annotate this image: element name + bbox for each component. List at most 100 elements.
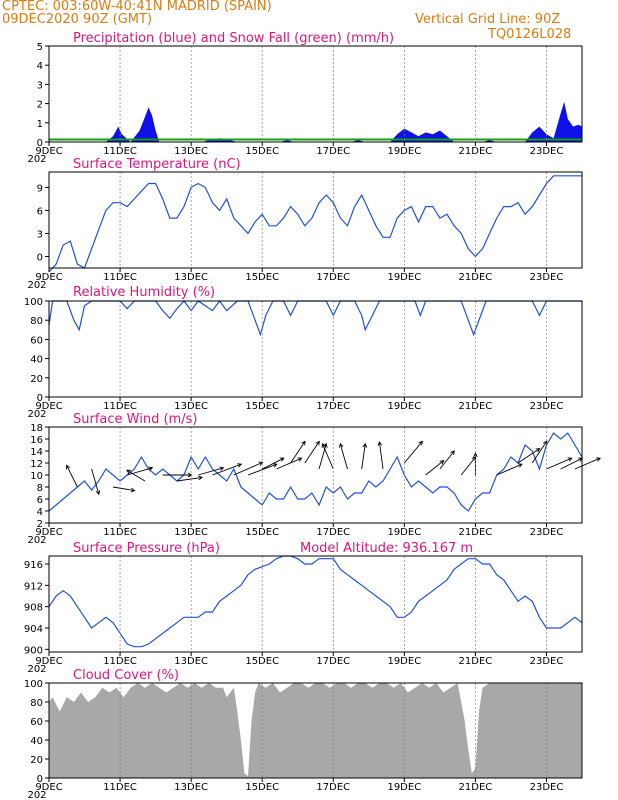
- wind-arrow: [546, 457, 572, 470]
- wind-arrowhead: [517, 463, 523, 468]
- wind-arrowhead: [148, 466, 154, 471]
- y-tick-label: 80: [30, 316, 43, 327]
- precip-series: [49, 101, 582, 142]
- x-year-stub: 202: [27, 535, 46, 546]
- panel-title: Relative Humidity (%): [73, 285, 215, 300]
- wind-arrowhead: [418, 440, 423, 446]
- panel-frame: [48, 45, 583, 143]
- x-tick-label: 13DEC: [174, 272, 208, 283]
- x-tick-label: 13DEC: [174, 401, 208, 412]
- model-altitude-label: Model Altitude: 936.167 m: [300, 541, 473, 556]
- y-tick-label: 8: [37, 483, 43, 494]
- panel-frame: [48, 555, 583, 653]
- panel-frame: [48, 426, 583, 524]
- x-tick-label: 19DEC: [387, 146, 421, 157]
- panel-title: Surface Temperature (nC): [73, 157, 241, 172]
- x-tick-label: 21DEC: [459, 782, 493, 793]
- panel-title: Surface Wind (m/s): [73, 412, 197, 427]
- wind-arrow: [198, 467, 224, 476]
- wind-arrowhead: [450, 450, 455, 456]
- wind-arrow: [127, 467, 153, 476]
- x-year-stub: 202: [27, 664, 46, 675]
- y-tick-label: 100: [24, 679, 43, 690]
- wind-arrow: [361, 443, 366, 470]
- wind-arrow: [322, 443, 334, 470]
- y-tick-label: 12: [30, 459, 43, 470]
- x-tick-label: 17DEC: [316, 527, 350, 538]
- panel-title: Surface Pressure (hPa): [73, 541, 220, 556]
- wind-arrow: [339, 443, 348, 470]
- x-tick-label: 17DEC: [316, 656, 350, 667]
- panel-frame: [48, 171, 583, 269]
- wind-arrow: [290, 441, 306, 464]
- y-tick-label: 18: [30, 423, 43, 434]
- wind-arrow: [378, 441, 384, 470]
- wind-arrowhead: [279, 457, 285, 462]
- y-tick-label: 60: [30, 717, 43, 728]
- x-tick-label: 21DEC: [459, 146, 493, 157]
- wind-arrow: [261, 457, 285, 470]
- header-run-time: 09DEC2020 90Z (GMT): [2, 12, 153, 27]
- x-tick-label: 15DEC: [245, 401, 279, 412]
- y-tick-label: 0: [37, 252, 43, 263]
- x-tick-label: 17DEC: [316, 401, 350, 412]
- wind-arrowhead: [95, 490, 101, 496]
- y-tick-label: 16: [30, 435, 43, 446]
- wind-arrowhead: [198, 475, 204, 481]
- wind-arrowhead: [315, 440, 320, 446]
- panel-frame: [48, 300, 583, 398]
- y-tick-label: 1: [37, 119, 43, 130]
- line-series: [48, 432, 583, 512]
- wind-arrowhead: [338, 442, 344, 448]
- x-tick-label: 9DEC: [35, 527, 62, 538]
- x-tick-label: 23DEC: [530, 782, 564, 793]
- y-tick-label: 100: [24, 297, 43, 308]
- y-tick-label: 3: [37, 80, 43, 91]
- header-station: CPTEC: 003:60W-40:41N MADRID (SPAIN): [2, 0, 272, 14]
- wind-arrow: [112, 486, 135, 492]
- x-year-stub: 202: [27, 280, 46, 291]
- x-tick-label: 17DEC: [316, 146, 350, 157]
- x-tick-label: 11DEC: [103, 527, 137, 538]
- y-tick-label: 10: [30, 471, 43, 482]
- y-tick-label: 5: [37, 42, 43, 53]
- x-tick-label: 19DEC: [387, 272, 421, 283]
- y-tick-label: 2: [37, 100, 43, 111]
- y-tick-label: 0: [37, 138, 43, 149]
- x-tick-label: 19DEC: [387, 656, 421, 667]
- wind-arrowhead: [596, 457, 601, 462]
- x-tick-label: 13DEC: [174, 656, 208, 667]
- y-tick-label: 3: [37, 229, 43, 240]
- y-tick-label: 20: [30, 374, 43, 385]
- wind-arrow: [233, 461, 263, 476]
- x-tick-label: 15DEC: [245, 782, 279, 793]
- line-series: [48, 555, 583, 648]
- wind-arrowhead: [567, 457, 573, 462]
- wind-arrowhead: [362, 442, 368, 448]
- header-model-code: TQ0126L028: [488, 27, 572, 42]
- y-tick-label: 80: [30, 698, 43, 709]
- wind-arrow: [176, 476, 203, 482]
- panel-title: Cloud Cover (%): [73, 668, 179, 683]
- wind-arrowhead: [187, 472, 193, 478]
- x-tick-label: 17DEC: [316, 272, 350, 283]
- x-year-stub: 202: [27, 409, 46, 420]
- x-tick-label: 15DEC: [245, 527, 279, 538]
- line-series: [48, 175, 582, 273]
- wind-arrowhead: [473, 452, 478, 458]
- x-tick-label: 23DEC: [530, 527, 564, 538]
- wind-arrowhead: [66, 464, 71, 470]
- wind-arrow: [439, 450, 455, 470]
- y-tick-label: 14: [30, 447, 43, 458]
- wind-arrowhead: [439, 460, 445, 465]
- x-tick-label: 15DEC: [245, 272, 279, 283]
- x-tick-label: 21DEC: [459, 656, 493, 667]
- x-tick-label: 21DEC: [459, 527, 493, 538]
- y-tick-label: 60: [30, 335, 43, 346]
- y-tick-label: 4: [37, 61, 43, 72]
- x-tick-label: 21DEC: [459, 401, 493, 412]
- x-tick-label: 21DEC: [459, 272, 493, 283]
- wind-arrowhead: [297, 457, 303, 462]
- wind-arrowhead: [219, 466, 225, 471]
